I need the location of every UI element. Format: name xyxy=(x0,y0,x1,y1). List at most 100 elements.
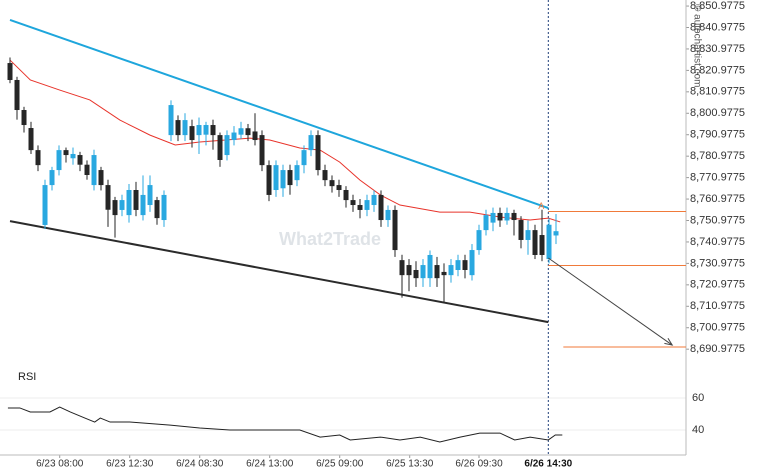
candle-body xyxy=(406,265,412,276)
candle-body xyxy=(168,105,174,136)
candle-body xyxy=(315,135,321,171)
watermark: What2Trade xyxy=(279,229,381,249)
candle-body xyxy=(28,128,34,151)
pattern-marker: A xyxy=(538,201,544,211)
candle-body xyxy=(476,230,482,251)
candle-body xyxy=(427,254,433,279)
candle-body xyxy=(448,265,454,276)
candle-body xyxy=(308,135,314,151)
y-tick-label: 8,780.9775 xyxy=(690,150,745,162)
candle-body xyxy=(161,194,167,221)
candle-body xyxy=(252,131,258,141)
trendline xyxy=(9,220,549,324)
candle-body xyxy=(126,190,132,216)
candle-body xyxy=(490,212,496,223)
candle-body xyxy=(385,209,391,221)
y-tick-label: 8,810.9775 xyxy=(690,86,745,98)
candle-body xyxy=(525,230,531,240)
x-tick-label: 6/24 13:00 xyxy=(246,459,294,470)
candle-body xyxy=(301,150,307,166)
candle-body xyxy=(350,200,356,206)
candle-body xyxy=(203,125,209,135)
arrow-head xyxy=(664,338,674,346)
candle-body xyxy=(287,170,293,186)
copyright: © autochartist.com xyxy=(691,4,702,88)
candle-body xyxy=(399,260,405,276)
candle-body xyxy=(434,265,440,279)
candle-body xyxy=(546,224,552,260)
candle-body xyxy=(280,170,286,189)
candle-body xyxy=(371,194,377,206)
candle-body xyxy=(98,170,104,186)
x-tick-label: 6/25 13:30 xyxy=(386,459,434,470)
trendline xyxy=(9,19,549,209)
candle-body xyxy=(238,128,244,135)
rsi-tick-label: 60 xyxy=(692,392,704,404)
candle-body xyxy=(14,79,20,111)
candle-body xyxy=(196,125,202,136)
rsi-title: RSI xyxy=(18,371,36,383)
candle-body xyxy=(77,155,83,165)
candle-body xyxy=(154,200,160,219)
candle-body xyxy=(504,212,510,221)
candle-body xyxy=(112,200,118,216)
candle-body xyxy=(322,170,328,181)
candle-body xyxy=(483,215,489,231)
x-tick-label: 6/24 08:30 xyxy=(176,459,224,470)
candle-body xyxy=(182,120,188,136)
candle-body xyxy=(266,165,272,195)
forecast-arrow xyxy=(548,257,673,346)
candle-body xyxy=(378,194,384,221)
y-tick-label: 8,700.9775 xyxy=(690,322,745,334)
cursor-label: 6/26 14:30 xyxy=(524,459,572,470)
rsi-tick-label: 40 xyxy=(692,424,704,436)
x-tick-label: 6/23 12:30 xyxy=(106,459,154,470)
candle-body xyxy=(175,120,181,136)
candle-body xyxy=(105,185,111,210)
y-tick-label: 8,850.9775 xyxy=(690,0,745,12)
candle-body xyxy=(497,212,503,221)
candle-body xyxy=(42,185,48,225)
candle-body xyxy=(336,185,342,191)
candle-body xyxy=(56,150,62,171)
candle-body xyxy=(35,150,41,166)
candle-body xyxy=(420,265,426,279)
candle-body xyxy=(21,110,27,126)
y-tick-label: 8,760.9775 xyxy=(690,193,745,205)
candle-body xyxy=(553,231,559,236)
y-tick-label: 8,740.9775 xyxy=(690,236,745,248)
candle-body xyxy=(364,200,370,210)
candle-body xyxy=(133,190,139,210)
candle-body xyxy=(84,164,90,175)
y-tick-label: 8,720.9775 xyxy=(690,279,745,291)
candle-body xyxy=(343,190,349,201)
candle-body xyxy=(210,125,216,136)
x-tick-label: 6/26 09:30 xyxy=(455,459,503,470)
candle-body xyxy=(231,132,237,141)
x-tick-label: 6/23 08:00 xyxy=(36,459,84,470)
candle-body xyxy=(532,230,538,255)
candle-body xyxy=(273,165,279,191)
y-tick-label: 8,690.9775 xyxy=(690,343,745,355)
candle-body xyxy=(413,269,419,279)
x-tick-label: 6/25 09:00 xyxy=(316,459,364,470)
y-tick-label: 8,840.9775 xyxy=(690,21,745,33)
candle-body xyxy=(70,153,76,159)
y-tick-label: 8,730.9775 xyxy=(690,257,745,269)
candle-body xyxy=(511,212,517,221)
candle-body xyxy=(91,155,97,186)
candle-body xyxy=(518,220,524,240)
y-tick-label: 8,790.9775 xyxy=(690,129,745,141)
candle-body xyxy=(539,235,545,255)
y-tick-label: 8,830.9775 xyxy=(690,43,745,55)
rsi-line xyxy=(7,406,563,443)
y-tick-label: 8,800.9775 xyxy=(690,107,745,119)
candle-body xyxy=(224,135,230,156)
y-tick-label: 8,750.9775 xyxy=(690,214,745,226)
candle-body xyxy=(140,194,146,216)
candle-body xyxy=(147,185,153,206)
candle-body xyxy=(455,260,461,270)
candle-body xyxy=(259,135,265,166)
